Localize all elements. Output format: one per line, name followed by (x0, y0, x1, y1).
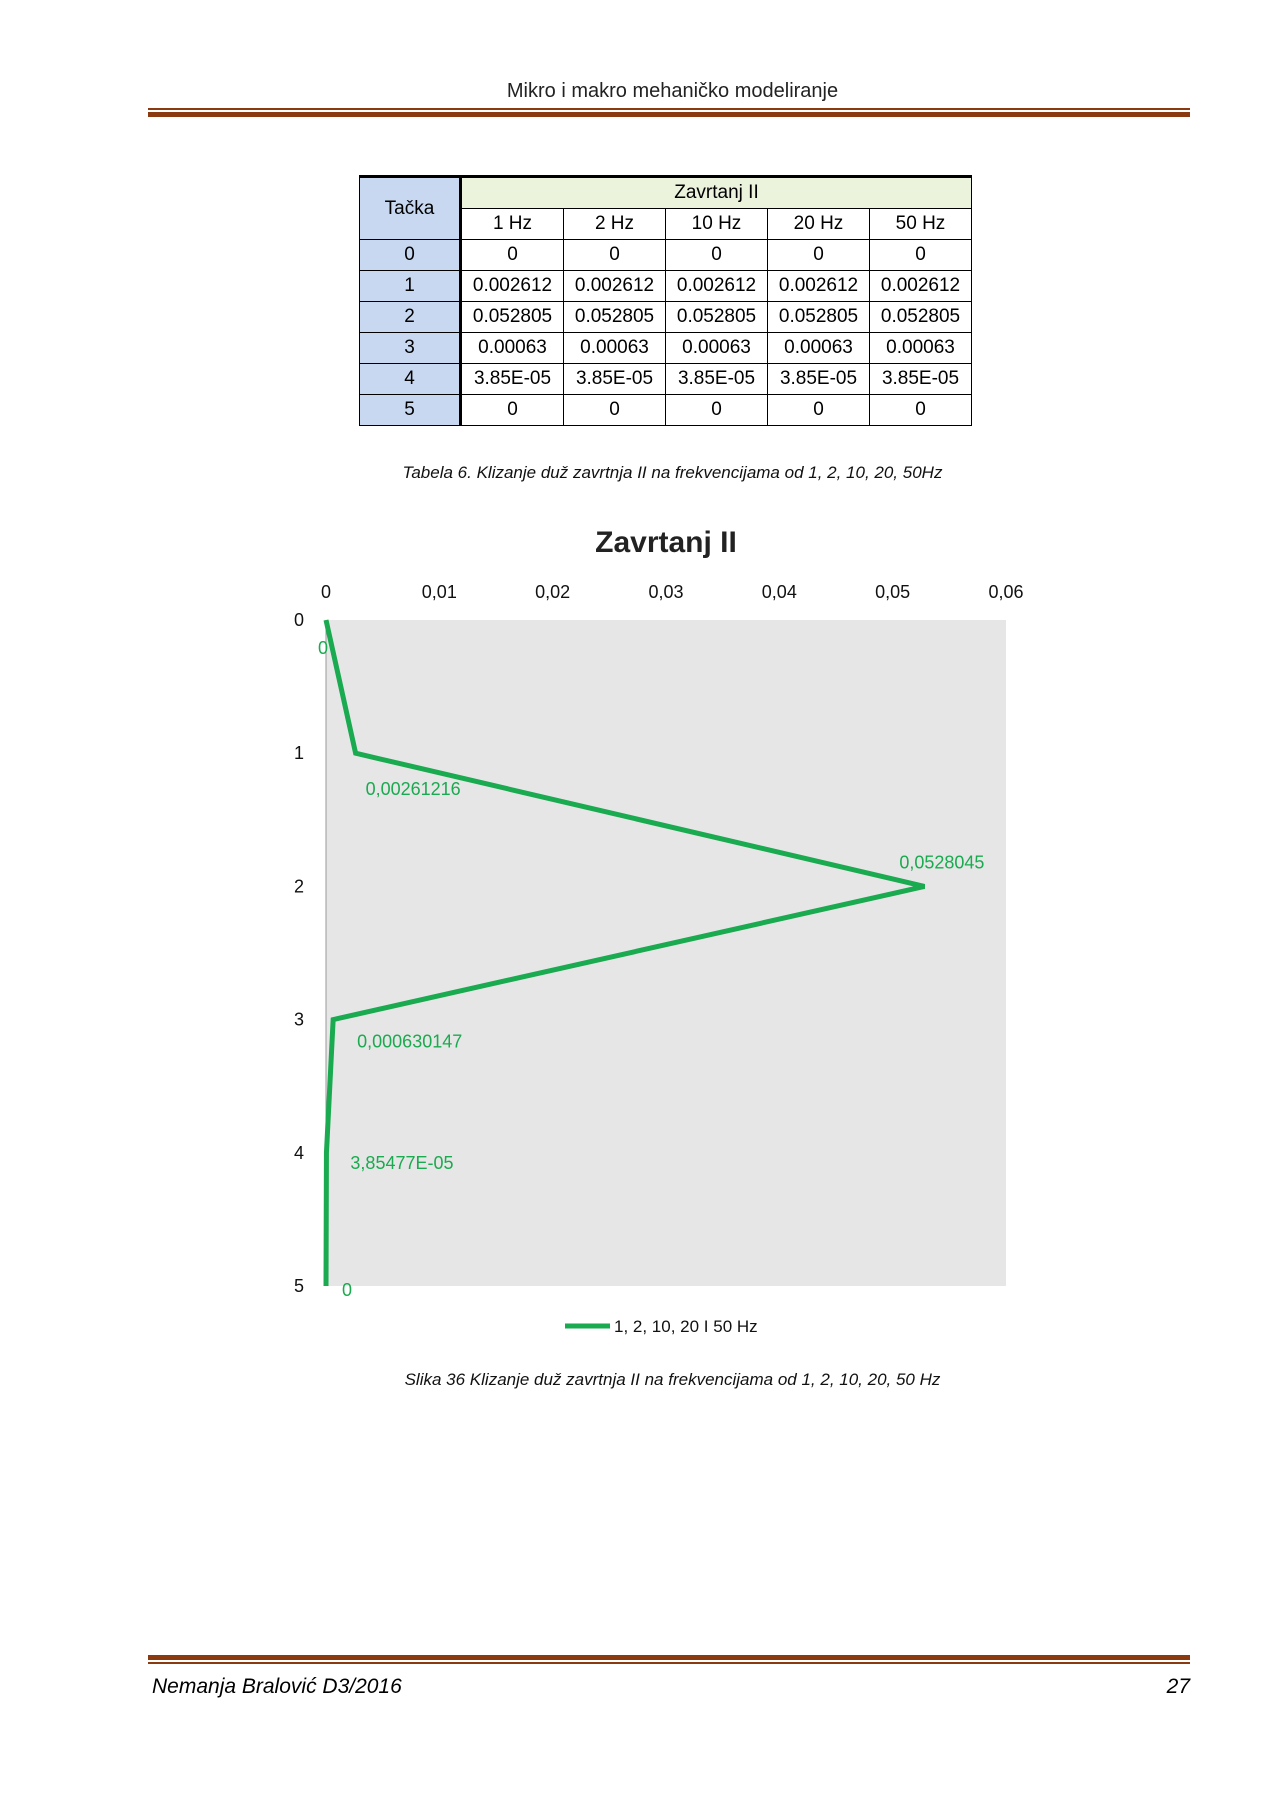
point-cell: 3 (359, 332, 462, 364)
table-row: 4 3.85E-05 3.85E-05 3.85E-05 3.85E-05 3.85E-0… (359, 363, 972, 395)
value-cell: 3.85E-05 (460, 363, 564, 395)
data-label: 0 (342, 1280, 352, 1300)
y-tick-label: 2 (294, 876, 304, 896)
x-tick-label: 0,01 (422, 582, 457, 602)
x-tick-label: 0,03 (648, 582, 683, 602)
column-header-row: 1 Hz 2 Hz 10 Hz 20 Hz 50 Hz (360, 208, 972, 240)
value-cell: 0.052805 (767, 301, 870, 333)
value-cell: 0 (563, 394, 666, 426)
group-header-cell: Zavrtanj II (460, 175, 972, 209)
point-cell: 1 (359, 270, 462, 302)
value-cell: 0.052805 (460, 301, 564, 333)
value-cell: 0.002612 (767, 270, 870, 302)
value-cell: 0 (460, 239, 564, 271)
point-cell: 4 (359, 363, 462, 395)
column-header: 20 Hz (767, 208, 870, 240)
value-cell: 0 (460, 394, 564, 426)
column-header: 2 Hz (563, 208, 666, 240)
x-tick-label: 0 (321, 582, 331, 602)
column-header: 50 Hz (869, 208, 972, 240)
table-caption: Tabela 6. Klizanje duž zavrtnja II na fr… (402, 463, 943, 482)
value-cell: 0.002612 (869, 270, 972, 302)
value-cell: 0.052805 (869, 301, 972, 333)
table-row: 2 0.052805 0.052805 0.052805 0.052805 0.05280… (359, 301, 972, 333)
header-rule-thick (148, 112, 1190, 117)
data-label: 3,85477E-05 (350, 1153, 453, 1173)
footer-rule-thick (148, 1655, 1190, 1660)
value-cell: 0.052805 (563, 301, 666, 333)
legend-label: 1, 2, 10, 20 I 50 Hz (614, 1317, 758, 1336)
running-header: Mikro i makro mehaničko modeliranje (506, 80, 839, 102)
value-cell: 0.002612 (665, 270, 768, 302)
slip-chart: Zavrtanj II 0 0,01 0,02 0,03 0,04 0,05 0,06 0 1 2 3… (294, 526, 1024, 1336)
slip-table: Tačka Zavrtanj II 1 Hz 2 Hz 10 Hz 20 Hz 50 H… (359, 175, 972, 426)
point-cell: 2 (359, 301, 462, 333)
page-number: 27 (1166, 1675, 1190, 1698)
table-row: 1 0.002612 0.002612 0.002612 0.002612 0.00261… (359, 270, 972, 302)
value-cell: 3.85E-05 (563, 363, 666, 395)
column-header: 1 Hz (460, 208, 564, 240)
data-label: 0,0528045 (899, 852, 984, 872)
x-tick-label: 0,04 (762, 582, 797, 602)
value-cell: 0.00063 (460, 332, 564, 364)
y-tick-label: 1 (294, 743, 304, 763)
header-rule-thin (148, 108, 1190, 110)
data-label: 0 (318, 638, 328, 658)
value-cell: 0.00063 (767, 332, 870, 364)
value-cell: 0.00063 (869, 332, 972, 364)
x-tick-label: 0,06 (988, 582, 1023, 602)
value-cell: 0 (767, 394, 870, 426)
point-cell: 5 (359, 394, 462, 426)
value-cell: 0 (767, 239, 870, 271)
value-cell: 3.85E-05 (869, 363, 972, 395)
value-cell: 0 (665, 394, 768, 426)
y-tick-label: 3 (294, 1010, 304, 1030)
data-label: 0,000630147 (357, 1032, 462, 1052)
point-cell: 0 (359, 239, 462, 271)
value-cell: 0.002612 (563, 270, 666, 302)
series-line (323, 619, 926, 1287)
data-label: 0,00261216 (366, 779, 461, 799)
value-cell: 0 (869, 239, 972, 271)
column-header: 10 Hz (665, 208, 768, 240)
value-cell: 3.85E-05 (665, 363, 768, 395)
y-tick-label: 0 (294, 610, 304, 630)
footer-rule-thin (148, 1662, 1190, 1664)
chart-title: Zavrtanj II (595, 526, 737, 559)
y-tick-label: 4 (294, 1143, 304, 1163)
value-cell: 0.00063 (665, 332, 768, 364)
value-cell: 3.85E-05 (767, 363, 870, 395)
plot-area (326, 620, 1006, 1286)
value-cell: 0 (665, 239, 768, 271)
footer-author: Nemanja Bralović D3/2016 (152, 1675, 402, 1698)
x-tick-label: 0,02 (535, 582, 570, 602)
value-cell: 0 (563, 239, 666, 271)
value-cell: 0.052805 (665, 301, 768, 333)
table-row: 3 0.00063 0.00063 0.00063 0.00063 0.00063 (359, 332, 972, 364)
row-header-cell: Tačka (359, 175, 462, 240)
y-tick-label: 5 (294, 1276, 304, 1296)
value-cell: 0.00063 (563, 332, 666, 364)
x-tick-label: 0,05 (875, 582, 910, 602)
value-cell: 0.002612 (460, 270, 564, 302)
value-cell: 0 (869, 394, 972, 426)
figure-caption: Slika 36 Klizanje duž zavrtnja II na fre… (404, 1370, 941, 1389)
